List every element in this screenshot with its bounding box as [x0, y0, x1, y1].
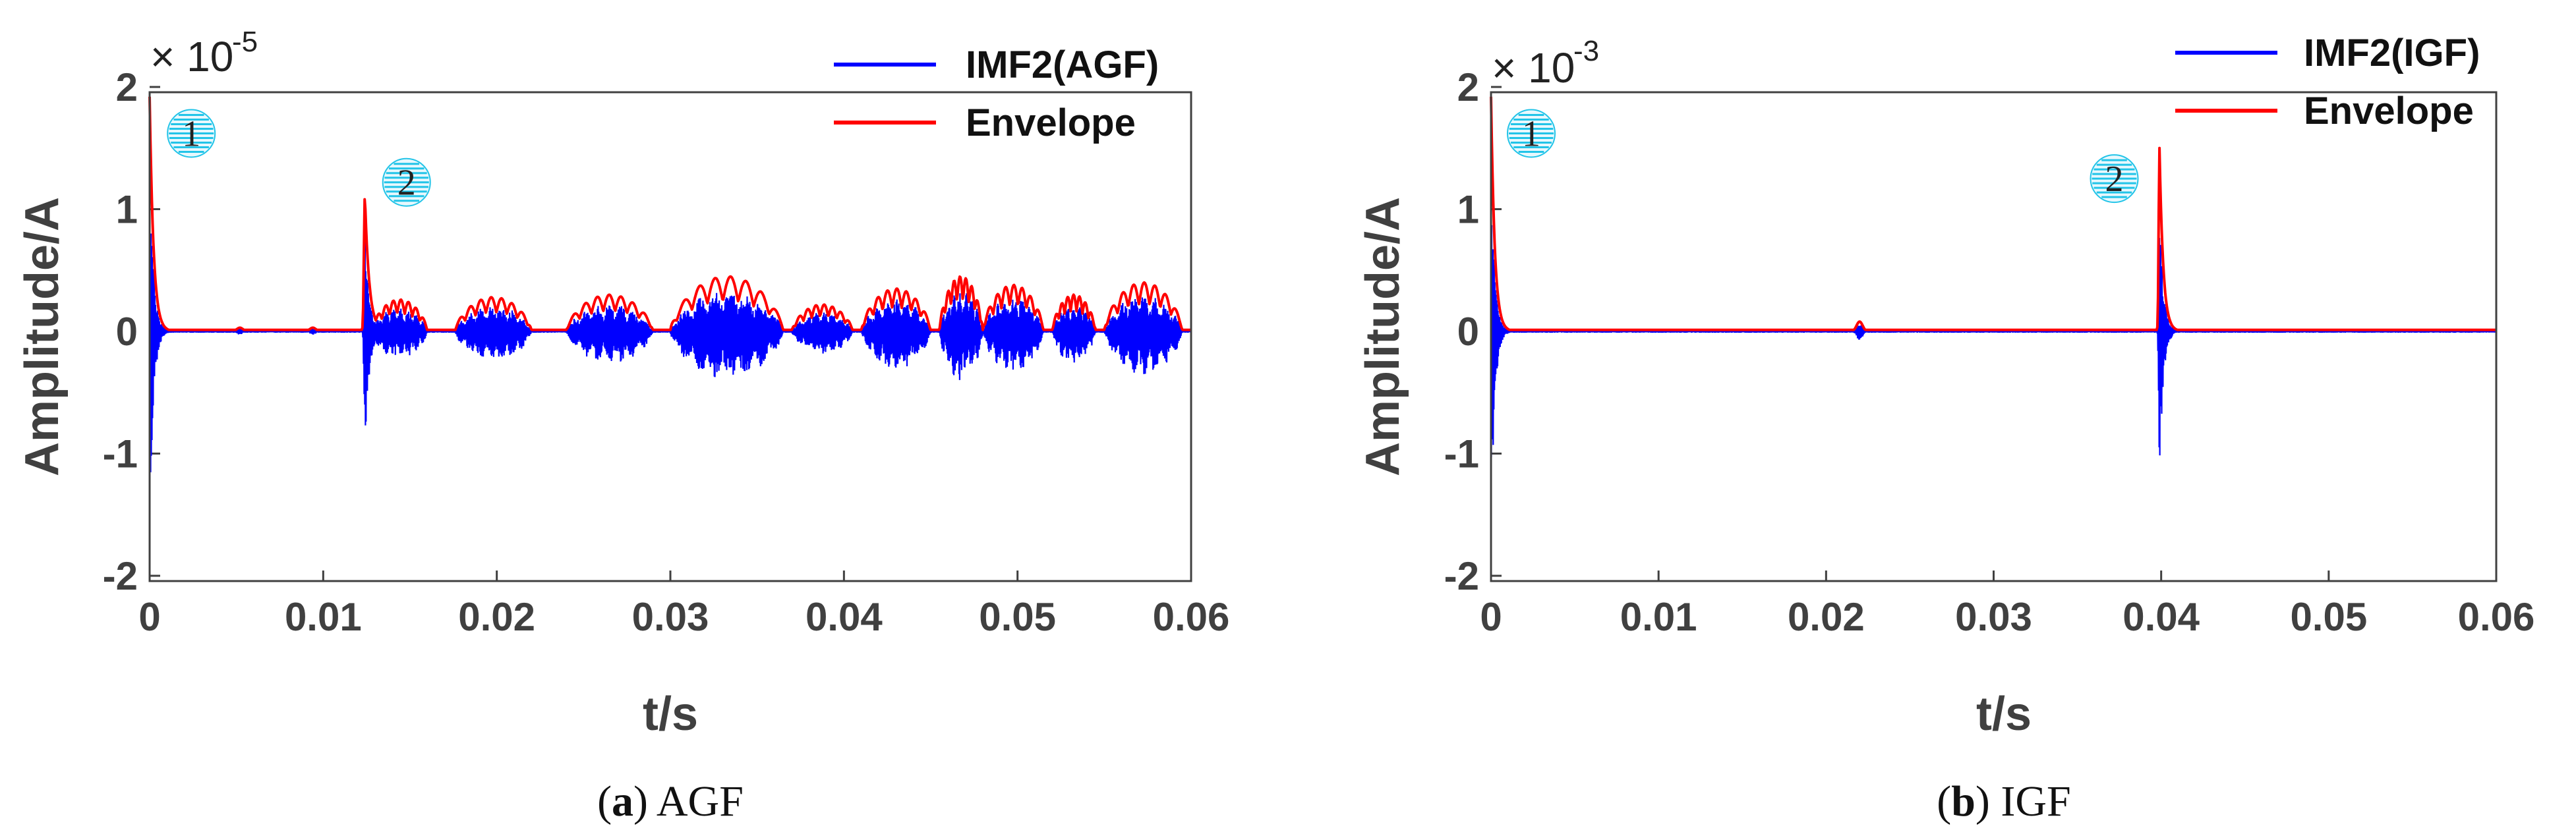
x-tick-label: 0.01	[1620, 595, 1697, 639]
x-tick-label: 0.01	[285, 595, 362, 639]
igf-legend: IMF2(IGF) Envelope	[2175, 32, 2480, 132]
x-tick-label: 0	[1480, 595, 1502, 639]
x-tick-label: 0.06	[1153, 595, 1230, 639]
igf-axes-frame	[1490, 91, 2498, 582]
y-tick-label: 1	[116, 188, 138, 232]
agf-scale-base: × 10	[150, 33, 233, 80]
igf-y-axis-label: Amplitude/A	[1357, 197, 1409, 476]
y-tick-label: 0	[116, 310, 138, 354]
igf-signal-series	[1490, 185, 2498, 457]
x-tick-label: 0.02	[458, 595, 535, 639]
igf-plot-area: 0 0.01 0.02 0.03 0.04 0.05 0.06 2 1 0 -1 -2 1 2	[1444, 65, 2535, 639]
y-tick-label: 2	[1457, 65, 1479, 109]
agf-caption-close: )	[633, 777, 648, 825]
x-tick-label: 0.03	[632, 595, 709, 639]
x-tick-label: 0.06	[2458, 595, 2535, 639]
y-tick-label: -1	[1444, 432, 1479, 476]
x-tick-label: 0.04	[2122, 595, 2200, 639]
agf-scale-exponent: -5	[232, 26, 258, 58]
y-tick-label: -1	[103, 432, 138, 476]
peak-marker-label: 1	[182, 113, 200, 154]
x-tick-label: 0	[138, 595, 160, 639]
peak-marker: 1	[167, 109, 216, 158]
igf-caption-space	[1990, 777, 2001, 825]
agf-legend-signal-label: IMF2(AGF)	[966, 43, 1159, 86]
y-tick-label: 0	[1457, 310, 1479, 354]
igf-caption: (b) IGF	[1937, 777, 2071, 825]
peak-marker-label: 1	[1522, 113, 1540, 154]
peak-marker: 2	[382, 157, 431, 207]
x-tick-label: 0.05	[979, 595, 1056, 639]
y-tick-label: 1	[1457, 188, 1479, 232]
y-tick-label: 2	[116, 65, 138, 109]
y-tick-label: -2	[1444, 554, 1479, 598]
igf-legend-envelope-label: Envelope	[2304, 90, 2474, 132]
agf-signal-series	[148, 213, 1192, 472]
agf-envelope-series	[148, 96, 1192, 331]
agf-caption: (a) AGF	[597, 777, 744, 825]
agf-caption-space	[648, 777, 657, 825]
agf-axes-frame	[148, 91, 1192, 582]
agf-caption-letter: a	[612, 777, 633, 825]
igf-legend-signal-label: IMF2(IGF)	[2304, 32, 2480, 74]
igf-caption-text: IGF	[2001, 777, 2070, 825]
agf-y-axis-label: Amplitude/A	[16, 197, 69, 476]
igf-caption-letter: b	[1951, 777, 1976, 825]
igf-caption-close: )	[1976, 777, 1990, 825]
agf-legend: IMF2(AGF) Envelope	[834, 43, 1159, 144]
x-tick-label: 0.03	[1955, 595, 2032, 639]
agf-caption-text: AGF	[657, 777, 744, 825]
igf-scale-exponent: -3	[1573, 35, 1599, 67]
peak-marker-label: 2	[2105, 159, 2124, 200]
x-tick-label: 0.04	[805, 595, 883, 639]
x-tick-label: 0.02	[1788, 595, 1865, 639]
igf-caption-open: (	[1937, 777, 1951, 825]
peak-marker-label: 2	[397, 163, 416, 204]
peak-marker: 2	[2090, 154, 2139, 204]
igf-envelope-series	[1490, 96, 2497, 331]
agf-plot-area: 0 0.01 0.02 0.03 0.04 0.05 0.06 2 1 0 -1 -2 1 2	[103, 65, 1230, 639]
peak-marker: 1	[1507, 109, 1556, 158]
agf-legend-envelope-label: Envelope	[966, 101, 1136, 144]
x-tick-label: 0.05	[2290, 595, 2367, 639]
igf-scale-base: × 10	[1492, 44, 1575, 92]
y-tick-label: -2	[103, 554, 138, 598]
agf-x-axis-label: t/s	[643, 688, 698, 740]
agf-caption-open: (	[597, 777, 612, 825]
igf-x-axis-label: t/s	[1976, 688, 2032, 740]
